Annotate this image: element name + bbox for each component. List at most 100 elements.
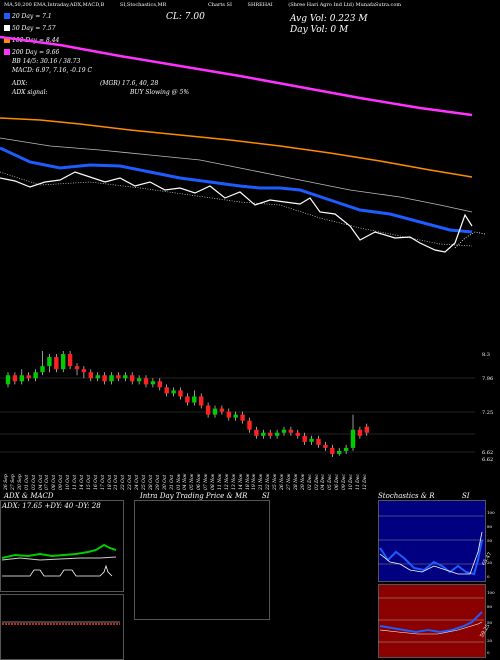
ma50-swatch — [4, 25, 10, 31]
date-tick: 28 Nov — [293, 473, 299, 490]
avg-volume: Avg Vol: 0.223 M — [290, 14, 368, 24]
date-tick: 30 Oct — [162, 474, 168, 490]
rsi-line — [379, 611, 483, 634]
signal-dot-line — [454, 231, 486, 249]
header-chart-types: SI,Stochastics,MR — [119, 2, 167, 8]
candle-body — [364, 426, 369, 433]
date-tick: 27 Nov — [286, 473, 292, 490]
header-company: (Shree Hari Agro Ind Ltd) MunafaSutra.co… — [288, 2, 402, 8]
ma50-label: 50 Day = 7.57 — [12, 25, 56, 32]
stoch-tick-50: 50 — [487, 538, 493, 543]
date-tick: 04 Nov — [183, 473, 189, 490]
candle-body — [19, 375, 24, 382]
date-tick: 18 Oct — [107, 474, 113, 490]
candle-body — [130, 375, 135, 382]
rsi-panel — [378, 584, 486, 658]
header-chart-label: Charts SI — [207, 2, 232, 8]
price-tick-1: 8.3 — [482, 352, 490, 358]
candle-body — [205, 405, 211, 415]
candle-body — [219, 408, 225, 412]
date-tick: 06 Dec — [335, 474, 341, 490]
ma50-lower-line — [0, 171, 473, 247]
macd-readout: MACD: 6.97, 7.16, -0.19 C — [12, 67, 93, 74]
date-tick: 16 Oct — [93, 474, 99, 490]
adx-values: (MGR) 17.6, 40, 28 — [100, 80, 159, 87]
header-line: MA,50,200 EMA,Intraday,ADX,MACD,B SI,Sto… — [4, 2, 401, 8]
candlestick-chart — [0, 351, 475, 457]
adx-histogram — [2, 564, 113, 577]
candle-body — [261, 432, 266, 436]
candle-body — [33, 372, 38, 379]
date-tick: 10 Dec — [349, 474, 354, 490]
date-tick: 11 Oct — [73, 474, 78, 490]
candle-body — [164, 387, 169, 394]
stochastic-panel — [378, 500, 486, 582]
ma100-line — [0, 117, 473, 178]
date-tick: 03 Dec — [314, 474, 320, 490]
candle-body — [26, 375, 31, 379]
date-tick: 05 Nov — [190, 473, 196, 490]
candle-body — [343, 447, 349, 451]
rsi-tick-50: 50 — [487, 620, 493, 625]
stoch-si: SI — [462, 492, 470, 500]
candle-body — [5, 375, 11, 385]
date-tick: 25 Oct — [142, 474, 147, 490]
date-tick: 22 Oct — [121, 474, 127, 490]
date-tick: 28 Oct — [148, 474, 154, 490]
candle-body — [226, 411, 231, 418]
date-tick: 02 Dec — [307, 474, 313, 490]
date-tick: 11 Dec — [355, 474, 361, 490]
candle-body — [212, 408, 218, 415]
date-tick: 21 Oct — [114, 474, 120, 490]
price-tick-4: 6.62 — [482, 450, 494, 456]
date-tick: 03 Oct — [31, 474, 37, 490]
date-tick: 04 Oct — [38, 474, 44, 490]
rsi-tick-100: 100 — [487, 590, 495, 595]
date-tick: 09 Oct — [59, 474, 65, 490]
date-tick: 14 Nov — [238, 473, 244, 490]
moving-average-chart — [0, 35, 486, 253]
date-tick: 17 Oct — [100, 474, 106, 490]
date-tick: 26 Sep — [4, 474, 9, 490]
macd-panel — [0, 594, 124, 660]
candle-body — [109, 375, 114, 382]
candle-body — [143, 378, 149, 385]
price-tick-3: 7.25 — [482, 410, 494, 416]
date-tick: 22 Nov — [266, 473, 272, 490]
candle-body — [12, 375, 18, 382]
date-tick: 04 Dec — [321, 474, 327, 490]
candles-group — [5, 351, 369, 457]
candle-body — [337, 450, 342, 454]
price-line — [0, 171, 473, 253]
price-tick-2: 7.96 — [482, 376, 494, 382]
candle-body — [350, 429, 356, 448]
adx-label: ADX: — [12, 80, 28, 87]
intraday-si: SI — [262, 492, 270, 500]
ma200-line — [0, 35, 473, 117]
ma20-label: 20 Day = 7.1 — [12, 13, 52, 20]
stoch-tick-0: 0 — [487, 574, 490, 579]
adx-readout: ADX: 17.65 +DY: 40 -DY: 28 — [2, 502, 101, 510]
stoch-tick-20: 20 — [487, 560, 493, 565]
ma100-swatch — [4, 37, 10, 43]
candle-body — [254, 429, 259, 436]
candle-body — [240, 414, 245, 421]
candle-body — [357, 429, 363, 436]
stoch-d-line — [379, 531, 483, 575]
candle-body — [136, 378, 142, 382]
date-tick: 18 Nov — [245, 473, 251, 490]
rsi-tick-20: 20 — [487, 638, 493, 643]
candle-body — [81, 369, 87, 373]
macd-lines — [2, 621, 120, 625]
candle-body — [40, 366, 45, 373]
candle-body — [157, 381, 162, 388]
rsi-tick-80: 80 — [487, 604, 493, 609]
date-tick: 07 Oct — [45, 474, 51, 490]
rsi-lines — [378, 597, 484, 643]
candle-body — [123, 375, 128, 379]
ma200-label: 200 Day = 9.66 — [12, 49, 60, 56]
candle-body — [309, 438, 314, 442]
buy-signal: BUY Slowing @ 5% — [130, 89, 190, 96]
date-tick: 12 Nov — [224, 473, 230, 490]
date-tick: 21 Nov — [259, 473, 265, 490]
